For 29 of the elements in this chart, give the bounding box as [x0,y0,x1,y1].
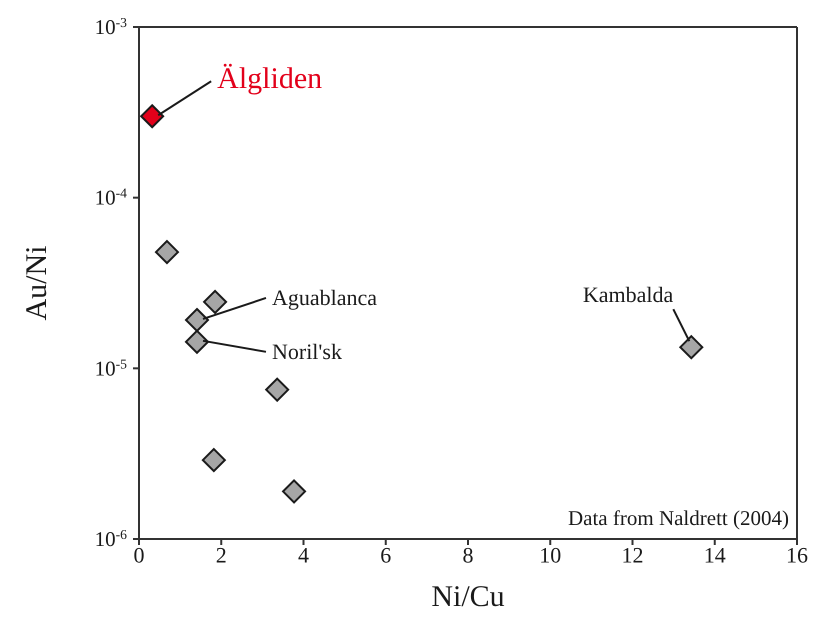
annotation: Älgliden [217,62,322,96]
y-tick-label: 10$^{-3}$ [94,14,128,39]
x-tick-label: 12 [622,542,644,568]
x-tick-label: 10 [539,542,562,568]
x-tick-label: 2 [216,542,227,568]
x-axis-title: Ni/Cu [431,580,505,613]
annotation: Aguablanca [272,284,378,310]
x-tick-label: 0 [134,542,144,568]
point [265,378,290,402]
point [282,479,306,504]
x-tick-label: 14 [704,542,726,568]
x-tick-label: 6 [380,542,392,568]
point [184,308,209,332]
point [202,448,226,472]
annotation: Kambalda [582,282,674,308]
point [203,290,228,314]
x-tick-label: 16 [786,542,808,568]
point [184,330,209,354]
annotation: Noril'sk [272,338,342,364]
y-tick-label: 10$^{-5}$ [94,356,128,380]
x-tick-label: 8 [462,542,474,568]
point [140,104,164,128]
y-axis-title: Au/Ni [20,246,53,320]
point [154,240,179,264]
annotation: Data from Naldrett (2004) [568,506,789,530]
y-tick-label: 10$^{-4}$ [94,185,128,210]
y-tick-label: 10$^{-6}$ [94,526,128,551]
point [679,335,704,360]
x-tick-label: 4 [298,542,309,568]
